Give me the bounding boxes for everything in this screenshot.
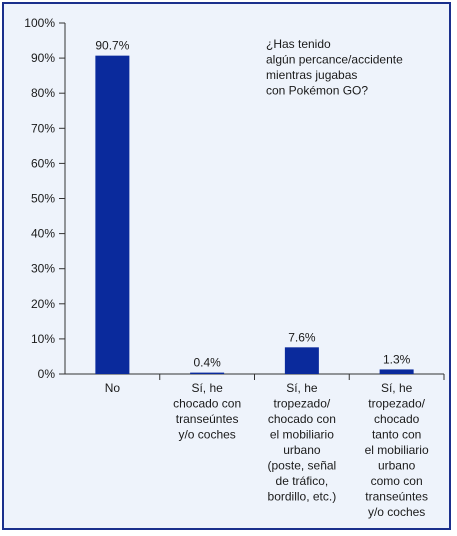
- y-tick-label: 40%: [31, 227, 55, 241]
- category-label-line: urbano: [283, 443, 321, 457]
- category-label-line: tropezado/: [368, 397, 425, 411]
- data-labels: 90.7% 0.4% 7.6% 1.3%: [95, 39, 410, 370]
- category-label: No: [105, 381, 121, 395]
- chart-question-line: con Pokémon GO?: [266, 84, 368, 98]
- y-tick-label: 50%: [31, 192, 55, 206]
- chart-question-line: ¿Has tenido: [266, 37, 331, 51]
- bar: [284, 347, 319, 374]
- category-label-line: Sí, he: [286, 381, 318, 395]
- y-ticks: 0% 10% 20% 30% 40% 50% 60% 70% 80% 90% 100%: [24, 16, 65, 381]
- data-label: 0.4%: [193, 356, 221, 370]
- category-label-line: Sí, he: [191, 381, 223, 395]
- category-label-line: y/o coches: [178, 428, 235, 442]
- bar: [379, 369, 414, 374]
- category-label-line: transeúntes: [176, 412, 239, 426]
- data-label: 1.3%: [383, 352, 411, 366]
- category-label-line: el mobiliario: [270, 428, 334, 442]
- category-label-line: como con: [371, 474, 423, 488]
- category-label-line: tanto con: [372, 428, 421, 442]
- category-label-line: de tráfico,: [276, 474, 329, 488]
- bars: [95, 55, 414, 374]
- bar: [190, 372, 225, 374]
- y-tick-label: 70%: [31, 121, 55, 135]
- y-tick-label: 80%: [31, 86, 55, 100]
- bar-chart: 0% 10% 20% 30% 40% 50% 60% 70% 80% 90% 100% 90.7% 0…: [24, 16, 445, 519]
- data-label: 90.7%: [95, 39, 129, 53]
- data-label: 7.6%: [288, 330, 316, 344]
- category-label-line: el mobiliario: [365, 443, 429, 457]
- y-tick-label: 20%: [31, 297, 55, 311]
- bar: [95, 55, 130, 374]
- category-label-line: bordillo, etc.): [268, 490, 337, 504]
- category-label: Sí, he chocado con transeúntes y/o coches: [173, 381, 241, 442]
- category-label-line: urbano: [378, 459, 416, 473]
- y-tick-label: 90%: [31, 51, 55, 65]
- chart-title: ¿Has tenido algún percance/accidente mient…: [266, 37, 403, 98]
- y-tick-label: 10%: [31, 332, 55, 346]
- category-label-line: chocado con: [173, 397, 241, 411]
- category-label: Sí, he tropezado/chocado tanto con el mobil…: [365, 381, 429, 519]
- chart-question-line: algún percance/accidente: [266, 53, 403, 67]
- category-label-line: Sí, he: [381, 381, 413, 395]
- y-tick-label: 100%: [24, 16, 55, 30]
- category-label-line: No: [105, 381, 121, 395]
- category-label-line: transeúntes: [365, 490, 428, 504]
- y-tick-label: 0%: [38, 367, 56, 381]
- category-label-line: y/o coches: [368, 505, 425, 519]
- category-label: Sí, he tropezado/chocado con el mobiliario…: [268, 381, 337, 504]
- y-tick-label: 60%: [31, 156, 55, 170]
- category-label-line: (poste, señal: [268, 459, 337, 473]
- y-tick-label: 30%: [31, 262, 55, 276]
- chart-frame: 0% 10% 20% 30% 40% 50% 60% 70% 80% 90% 100% 90.7% 0…: [2, 2, 451, 530]
- category-label-line: tropezado/: [274, 397, 331, 411]
- category-label-line: chocado: [374, 412, 420, 426]
- chart-question-line: mientras jugabas: [266, 68, 357, 82]
- category-label-line: chocado con: [268, 412, 336, 426]
- category-labels: No Sí, he chocado con transeúntes y/o coches…: [105, 381, 429, 519]
- chart-question-text: ¿Has tenido algún percance/accidente mient…: [266, 37, 403, 98]
